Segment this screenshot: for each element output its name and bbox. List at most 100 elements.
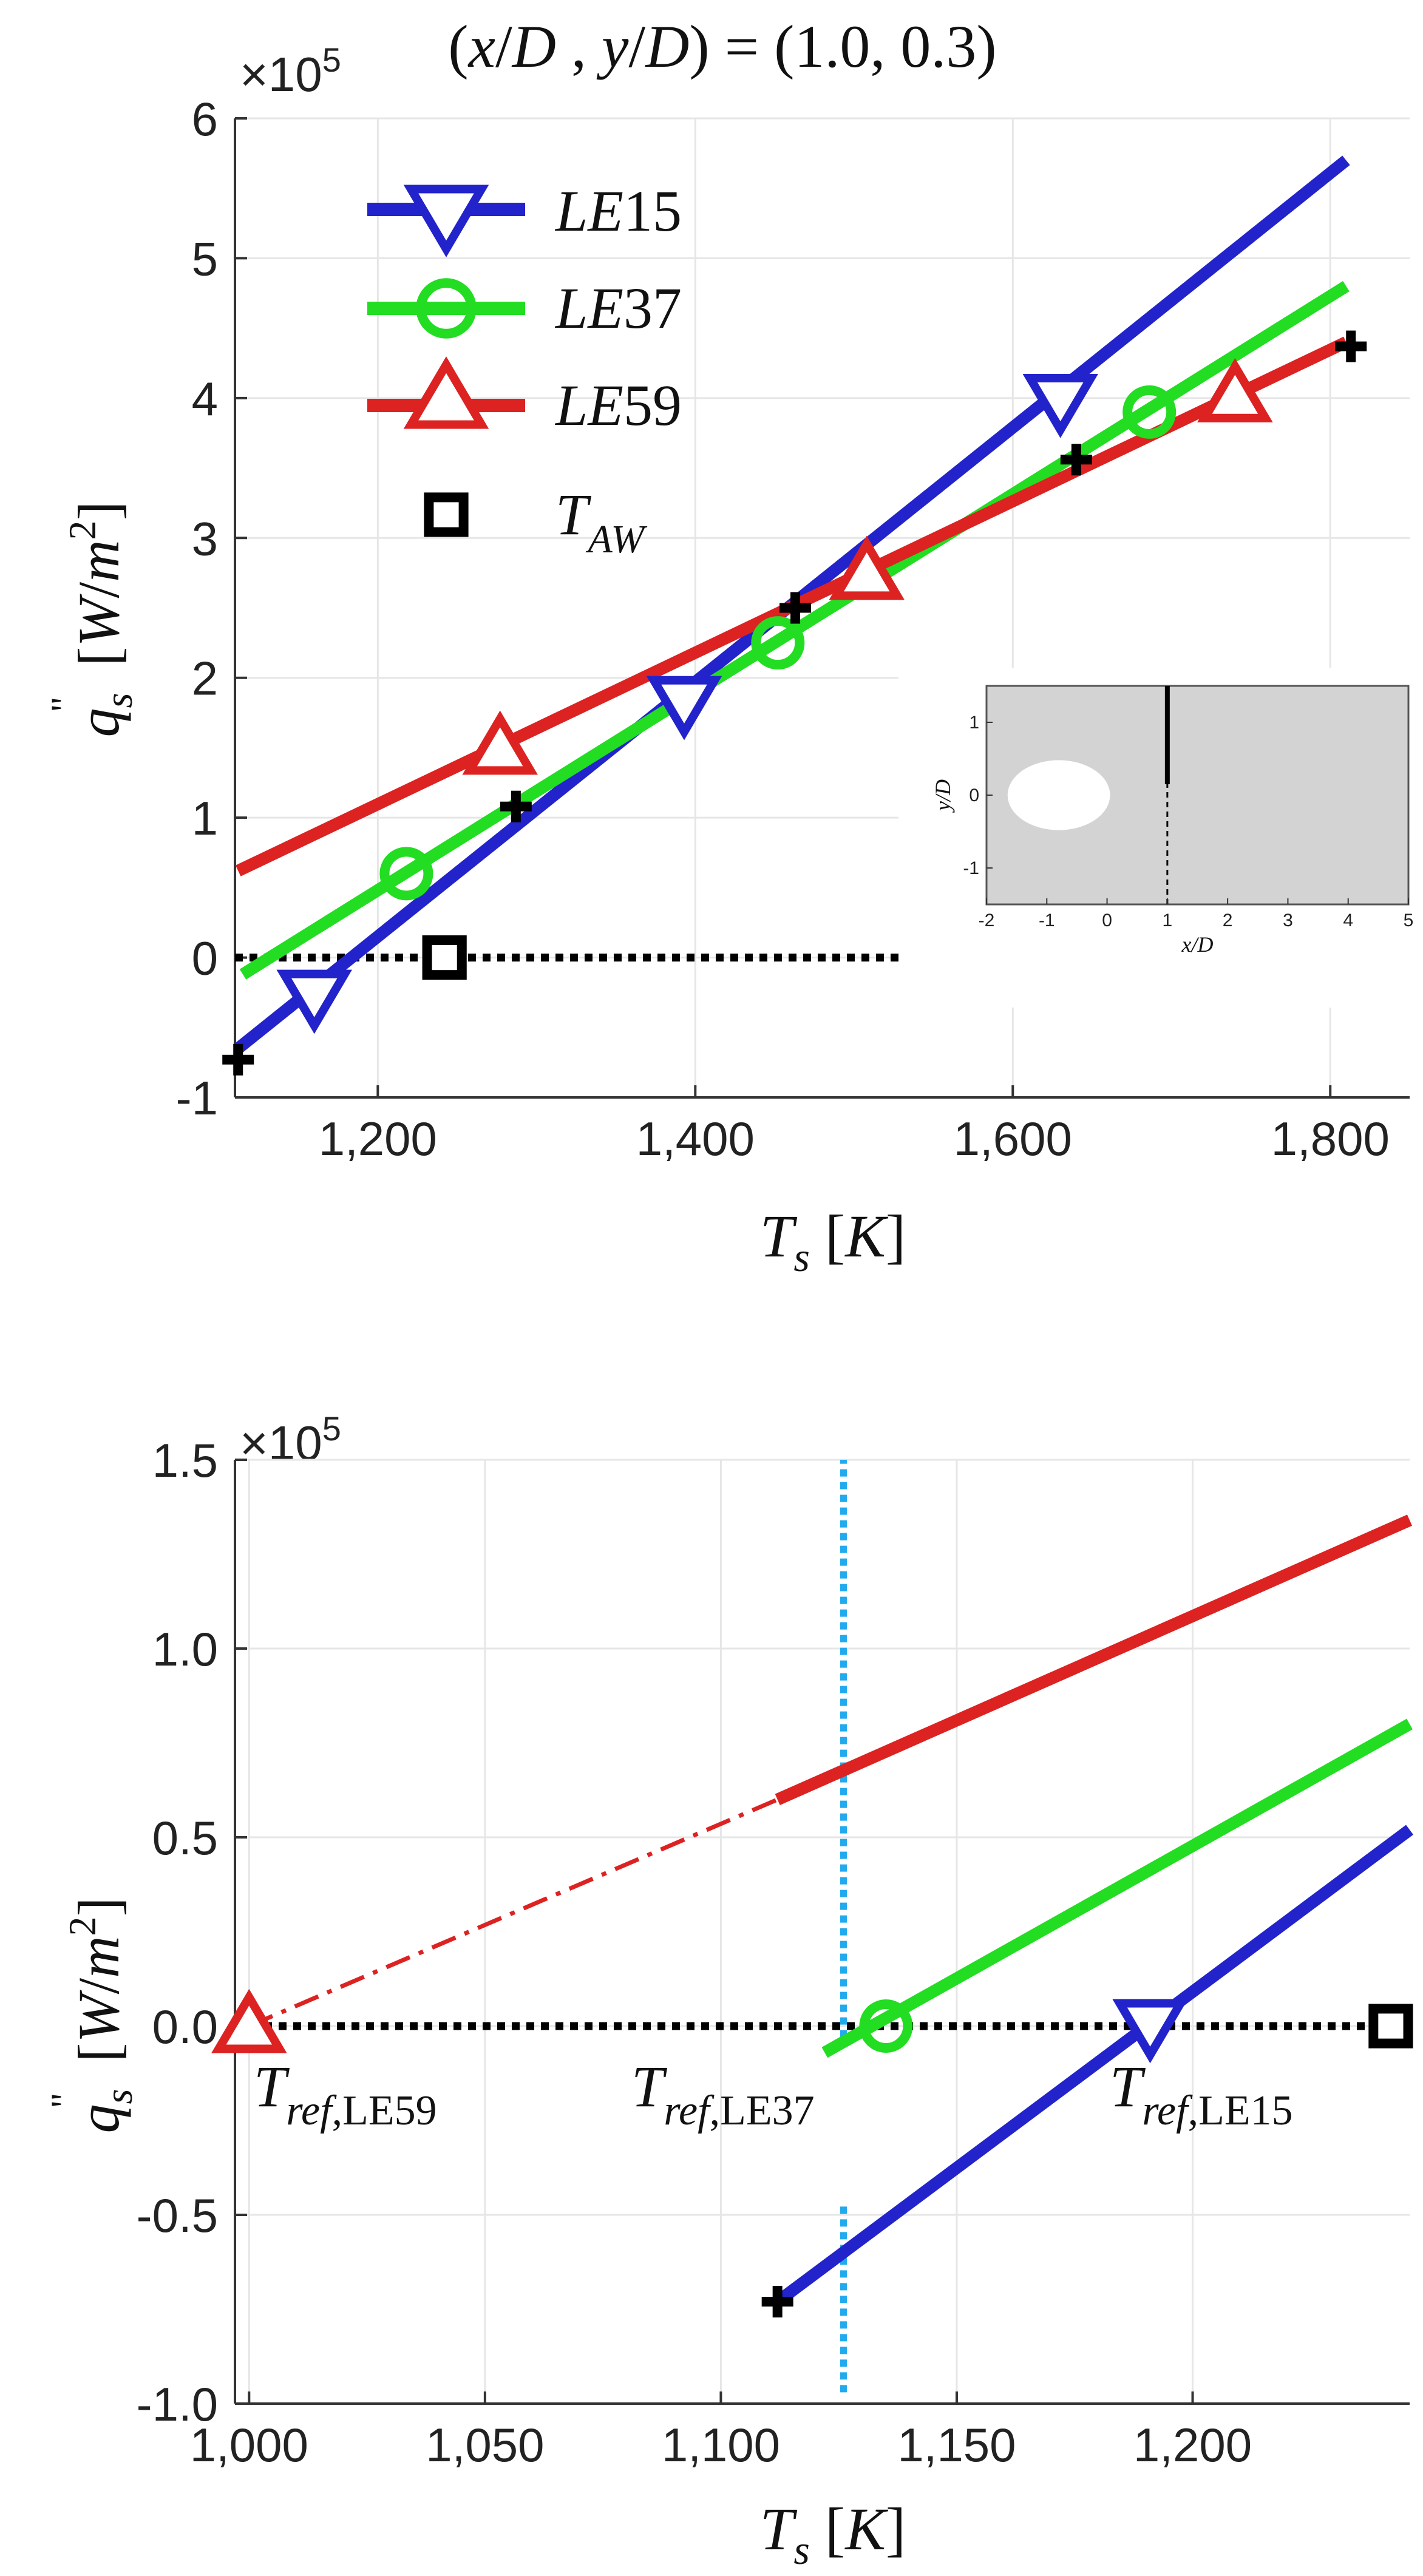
marker-le37 <box>1122 385 1177 439</box>
y-tick-label: 0 <box>192 932 218 985</box>
inset-y-axis-label: y/D <box>931 779 955 813</box>
marker-le59 <box>1197 358 1273 422</box>
top-series-markers <box>276 358 1273 1034</box>
inset-plot: -2 -1 0 1 2 3 4 5 -1 0 1 x/D y/D <box>898 668 1421 1008</box>
top-plus-markers <box>222 330 1367 1076</box>
bottom-chart: ×105 1,000 1,050 1,100 1,150 1,200 -1.0 -0.5 0… <box>42 1409 1413 2573</box>
x-tick-label: 1,800 <box>1271 1112 1390 1165</box>
annotation-tref-le15: Tref,LE15 <box>1110 2054 1293 2134</box>
plus-marker <box>779 592 812 624</box>
legend-item-le37: LE37 <box>367 276 682 341</box>
legend-label-le37: LE37 <box>554 276 682 341</box>
top-x-axis-label: Ts [K] <box>760 1202 906 1280</box>
y-tick-label: 2 <box>192 652 218 705</box>
marker-le59 <box>462 710 538 775</box>
marker-le59 <box>211 1988 287 2053</box>
inset-x-tick-label: 5 <box>1404 910 1414 930</box>
y-tick-label: 1.5 <box>152 1434 218 1487</box>
legend-marker-le15 <box>403 185 489 257</box>
x-tick-label: 1,600 <box>954 1112 1072 1165</box>
chart-title: (x/D , y/D) = (1.0, 0.3) <box>448 13 996 80</box>
marker-taw <box>1368 2004 1413 2049</box>
plus-marker <box>222 1043 254 1076</box>
top-x-tick-labels: 1,200 1,400 1,600 1,800 <box>319 1112 1390 1165</box>
legend: LE15 LE37 LE59 TAW <box>367 178 682 561</box>
x-tick-label: 1,000 <box>190 2418 308 2472</box>
legend-item-le59: LE59 <box>367 356 682 438</box>
y-tick-label: 5 <box>192 232 218 285</box>
y-tick-label: -0.5 <box>137 2189 218 2242</box>
annotation-tref-le59: Tref,LE59 <box>254 2054 437 2134</box>
x-tick-label: 1,150 <box>897 2418 1016 2472</box>
legend-label-taw: TAW <box>555 482 647 561</box>
x-tick-label: 1,200 <box>1133 2418 1252 2472</box>
bottom-axes <box>234 1459 1410 2405</box>
y-tick-label: -1.0 <box>137 2378 218 2431</box>
y-tick-label: 0.5 <box>152 1811 218 1865</box>
top-exponent-label: ×105 <box>240 41 341 101</box>
inset-x-tick-label: 2 <box>1223 910 1233 930</box>
series-line-le59 <box>775 1514 1413 1805</box>
inset-cooling-hole <box>1007 760 1110 830</box>
legend-marker-taw <box>424 492 469 537</box>
series-line-le37 <box>821 1718 1413 2058</box>
inset-x-tick-label: 1 <box>1163 910 1173 930</box>
marker-le15 <box>1112 1999 1188 2064</box>
inset-y-tick-label: 1 <box>969 713 979 733</box>
plus-marker <box>500 790 532 822</box>
top-axes <box>234 117 1410 1099</box>
y-tick-label: 1 <box>192 791 218 845</box>
y-tick-label: 1.0 <box>152 1622 218 1676</box>
x-tick-label: 1,100 <box>662 2418 780 2472</box>
series-line-le15 <box>773 1825 1413 2307</box>
marker-le15 <box>1022 373 1098 438</box>
bottom-y-tick-labels: -1.0 -0.5 0.0 0.5 1.0 1.5 <box>137 1434 218 2431</box>
marker-le37 <box>379 847 433 901</box>
bottom-exponent-label: ×105 <box>240 1409 341 1470</box>
marker-taw <box>422 935 467 980</box>
svg-text:qs" [W/m2]: qs" [W/m2] <box>42 1897 140 2134</box>
inset-x-tick-label: 4 <box>1343 910 1353 930</box>
x-tick-label: 1,400 <box>636 1112 755 1165</box>
marker-le37 <box>859 1999 913 2053</box>
bottom-series-markers <box>211 1988 1413 2064</box>
plus-marker <box>761 2286 793 2318</box>
legend-marker-le37 <box>416 278 477 339</box>
annotation-tref-le37: Tref,LE37 <box>631 2054 815 2134</box>
plus-marker <box>1335 330 1367 362</box>
y-tick-label: 0.0 <box>152 2000 218 2053</box>
top-y-axis-label: qs" [W/m2] <box>42 501 140 737</box>
inset-x-tick-label: 3 <box>1283 910 1293 930</box>
legend-marker-le59 <box>403 356 489 429</box>
marker-le15 <box>646 676 722 741</box>
top-chart: (x/D , y/D) = (1.0, 0.3) ×105 1,200 1,400… <box>42 13 1421 1280</box>
marker-le59 <box>829 535 905 600</box>
bottom-series-lines <box>248 1514 1413 2307</box>
bottom-y-axis-label: qs" [W/m2] <box>42 1897 140 2134</box>
y-tick-label: 3 <box>192 512 218 565</box>
y-tick-label: 6 <box>192 92 218 146</box>
bottom-x-tick-labels: 1,000 1,050 1,100 1,150 1,200 <box>190 2418 1252 2472</box>
top-y-tick-labels: -1 0 1 2 3 4 5 6 <box>176 92 218 1125</box>
bottom-x-axis-label: Ts [K] <box>760 2495 906 2573</box>
x-tick-label: 1,200 <box>319 1112 437 1165</box>
legend-item-le15: LE15 <box>367 178 682 257</box>
plus-marker <box>1060 444 1092 476</box>
inset-x-tick-label: 0 <box>1102 910 1112 930</box>
legend-label-le15: LE15 <box>554 178 682 243</box>
inset-x-axis-label: x/D <box>1181 932 1214 957</box>
inset-y-tick-label: -1 <box>963 858 979 878</box>
marker-le15 <box>276 969 352 1034</box>
x-tick-label: 1,050 <box>426 2418 544 2472</box>
bottom-plus-markers <box>761 2286 793 2318</box>
y-tick-label: -1 <box>176 1071 218 1125</box>
inset-y-tick-label: 0 <box>969 785 979 805</box>
y-tick-label: 4 <box>192 372 218 425</box>
legend-item-taw: TAW <box>424 482 647 561</box>
series-extrapolation-le59 <box>248 1797 779 2029</box>
svg-text:qs" [W/m2]: qs" [W/m2] <box>42 501 140 737</box>
marker-le37 <box>751 616 805 670</box>
inset-x-tick-label: -2 <box>979 910 995 930</box>
inset-x-tick-label: -1 <box>1039 910 1055 930</box>
